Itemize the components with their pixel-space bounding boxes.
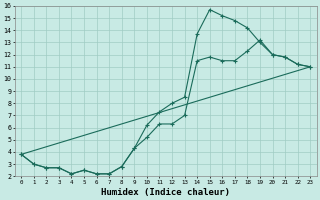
X-axis label: Humidex (Indice chaleur): Humidex (Indice chaleur): [101, 188, 230, 197]
